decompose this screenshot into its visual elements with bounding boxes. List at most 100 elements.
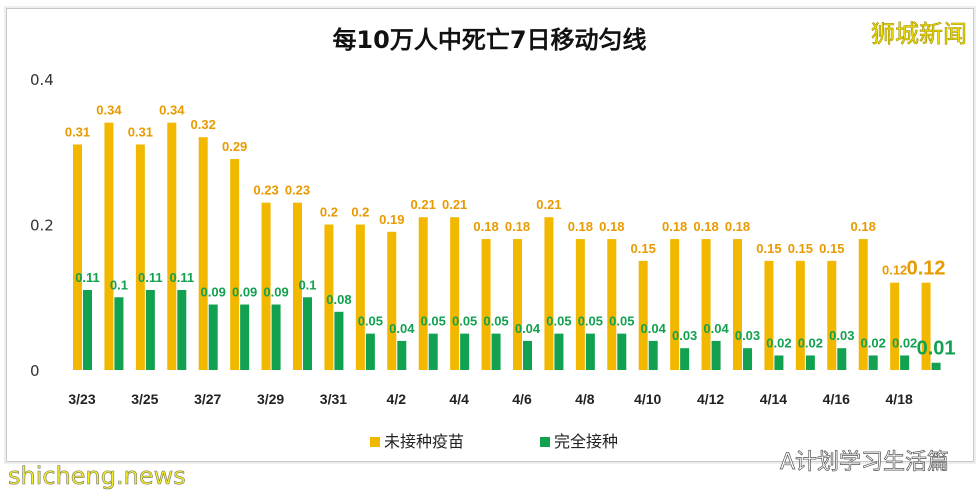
data-label: 0.02 <box>861 335 886 350</box>
source-watermark: shicheng.news <box>8 462 186 491</box>
bar-vaccinated <box>900 355 910 370</box>
legend-swatch <box>370 437 380 447</box>
bar-vaccinated <box>648 340 658 370</box>
bar-vaccinated <box>83 289 92 370</box>
data-label: 0.03 <box>735 328 760 343</box>
data-label: 0.04 <box>389 321 415 336</box>
data-label: 0.05 <box>483 314 508 329</box>
bar-unvaccinated <box>481 239 491 370</box>
bar-vaccinated <box>868 355 878 370</box>
bar-vaccinated <box>585 333 595 370</box>
data-label: 0.18 <box>599 219 624 234</box>
wechat-watermark: A计划学习生活篇 <box>779 450 950 476</box>
data-label: 0.1 <box>110 277 128 292</box>
bar-unvaccinated <box>355 224 365 370</box>
data-label: 0.01 <box>917 338 956 360</box>
x-tick-label: 3/31 <box>320 391 347 407</box>
bar-unvaccinated <box>890 282 900 370</box>
data-label: 0.05 <box>421 314 446 329</box>
bar-unvaccinated <box>230 159 240 370</box>
x-tick-label: 4/4 <box>449 391 469 407</box>
legend-label: 未接种疫苗 <box>384 432 465 451</box>
data-label: 0.15 <box>756 241 781 256</box>
legend-item-vaccinated: 完全接种 <box>540 428 618 452</box>
data-label: 0.02 <box>766 335 791 350</box>
data-label: 0.09 <box>232 285 257 300</box>
data-label: 0.18 <box>473 219 498 234</box>
x-tick-label: 4/8 <box>575 391 595 407</box>
bar-vaccinated <box>334 311 344 370</box>
data-label: 0.04 <box>703 321 729 336</box>
data-label: 0.15 <box>631 241 656 256</box>
bar-vaccinated <box>617 333 627 370</box>
bar-vaccinated <box>208 304 218 370</box>
x-tick-label: 3/25 <box>131 391 158 407</box>
data-label: 0.18 <box>851 219 876 234</box>
bar-vaccinated <box>365 333 375 370</box>
data-label: 0.18 <box>725 219 750 234</box>
data-label: 0.23 <box>253 183 278 198</box>
bar-unvaccinated <box>607 239 617 370</box>
data-label: 0.04 <box>515 321 541 336</box>
data-label: 0.2 <box>320 205 338 220</box>
bar-unvaccinated <box>921 282 931 370</box>
data-label: 0.32 <box>191 117 216 132</box>
bar-unvaccinated <box>418 217 428 370</box>
bar-unvaccinated <box>135 144 145 370</box>
y-tick-label: 0 <box>30 362 40 380</box>
data-label: 0.15 <box>788 241 813 256</box>
data-label: 0.02 <box>892 335 917 350</box>
data-label: 0.34 <box>96 103 122 118</box>
bar-vaccinated <box>303 297 312 370</box>
data-label: 0.11 <box>75 270 100 285</box>
bar-unvaccinated <box>261 202 271 370</box>
data-label: 0.23 <box>285 183 310 198</box>
data-label: 0.2 <box>351 205 369 220</box>
bar-vaccinated <box>554 333 564 370</box>
bar-unvaccinated <box>575 239 585 370</box>
data-label: 0.05 <box>546 314 571 329</box>
bar-vaccinated <box>145 289 155 370</box>
data-label: 0.21 <box>536 197 561 212</box>
data-label: 0.1 <box>298 277 316 292</box>
x-tick-label: 4/12 <box>697 391 724 407</box>
x-tick-label: 4/10 <box>634 391 661 407</box>
x-tick-label: 4/16 <box>823 391 850 407</box>
bar-unvaccinated <box>513 239 522 370</box>
data-label: 0.05 <box>452 314 477 329</box>
bar-unvaccinated <box>544 217 554 370</box>
legend-item-unvaccinated: 未接种疫苗 <box>370 428 464 452</box>
data-label: 0.04 <box>641 321 667 336</box>
data-label: 0.12 <box>907 258 946 280</box>
y-tick-label: 0.2 <box>30 217 54 235</box>
data-label: 0.09 <box>201 285 226 300</box>
data-label: 0.31 <box>65 124 90 139</box>
bar-unvaccinated <box>701 239 711 370</box>
chart-frame <box>6 8 974 462</box>
bar-unvaccinated <box>387 231 397 370</box>
data-label: 0.18 <box>693 219 718 234</box>
bar-unvaccinated <box>198 137 208 370</box>
x-tick-label: 4/2 <box>387 391 407 407</box>
data-label: 0.11 <box>138 270 163 285</box>
bar-unvaccinated <box>104 122 114 371</box>
data-label: 0.15 <box>819 241 844 256</box>
chart-title: 每10万人中死亡7日移动匀线 <box>332 26 647 54</box>
x-tick-label: 3/29 <box>257 391 284 407</box>
data-label: 0.18 <box>568 219 593 234</box>
legend-swatch <box>540 437 550 447</box>
data-label: 0.09 <box>263 285 288 300</box>
data-label: 0.34 <box>159 103 185 118</box>
x-tick-label: 3/27 <box>194 391 221 407</box>
bar-vaccinated <box>428 333 438 370</box>
data-label: 0.03 <box>672 328 697 343</box>
bar-unvaccinated <box>733 239 742 370</box>
data-label: 0.05 <box>358 314 383 329</box>
bar-unvaccinated <box>827 260 837 370</box>
data-label: 0.19 <box>379 212 404 227</box>
bar-unvaccinated <box>324 224 334 370</box>
bar-unvaccinated <box>764 260 774 370</box>
data-label: 0.05 <box>609 314 634 329</box>
